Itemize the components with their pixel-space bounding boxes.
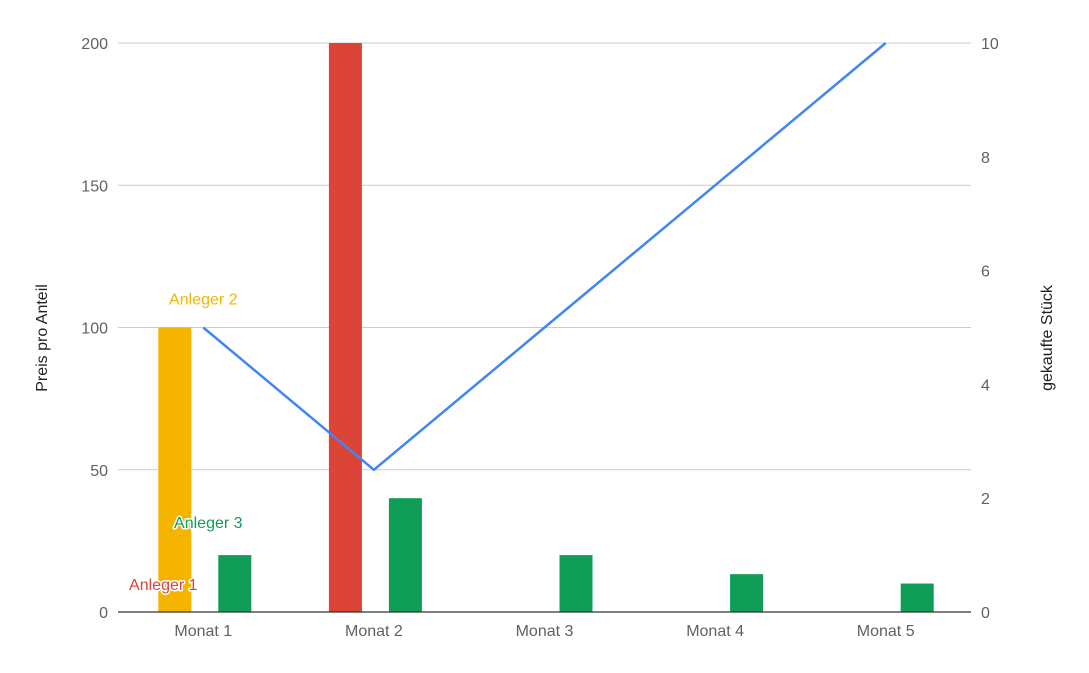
x-tick-label: Monat 3: [516, 623, 574, 640]
x-tick-label: Monat 1: [174, 623, 232, 640]
y-tick-label-left: 200: [81, 36, 108, 53]
y-tick-label-right: 10: [981, 36, 999, 53]
y-tick-label-left: 50: [90, 463, 108, 480]
y-axis-title-left: Preis pro Anteil: [34, 284, 51, 392]
bar: [158, 327, 192, 612]
series-annotation: Anleger 1: [129, 577, 198, 594]
y-tick-label-right: 8: [981, 150, 990, 167]
axis-layer: 0 50 100 150 200 0 2 4 6 8 10 Monat 1 Monat 2 Monat 3…: [81, 36, 999, 640]
y-axis-title-right: gekaufte Stück: [1039, 284, 1056, 391]
bars-layer: [158, 43, 934, 612]
bar: [218, 555, 252, 612]
bar: [328, 43, 362, 612]
x-tick-label: Monat 2: [345, 623, 403, 640]
x-tick-label: Monat 4: [686, 623, 744, 640]
grid-layer: [118, 42, 971, 471]
y-tick-label-left: 150: [81, 178, 108, 195]
y-tick-label-right: 6: [981, 264, 990, 281]
bar: [900, 583, 934, 612]
annotation-layer: Anleger 2 Anleger 3 Anleger 1: [128, 290, 245, 596]
bar: [559, 555, 593, 612]
series-line: [202, 42, 887, 472]
bar: [388, 498, 422, 612]
series-annotation: Anleger 2: [169, 292, 238, 309]
y-tick-label-right: 4: [981, 377, 990, 394]
y-tick-label-left: 0: [99, 605, 108, 622]
y-tick-label-right: 0: [981, 605, 990, 622]
bar: [730, 574, 764, 612]
line-layer: [202, 42, 887, 472]
y-tick-label-right: 2: [981, 491, 990, 508]
x-tick-label: Monat 5: [857, 623, 915, 640]
series-annotation: Anleger 3: [174, 515, 243, 532]
y-tick-label-left: 100: [81, 321, 108, 338]
